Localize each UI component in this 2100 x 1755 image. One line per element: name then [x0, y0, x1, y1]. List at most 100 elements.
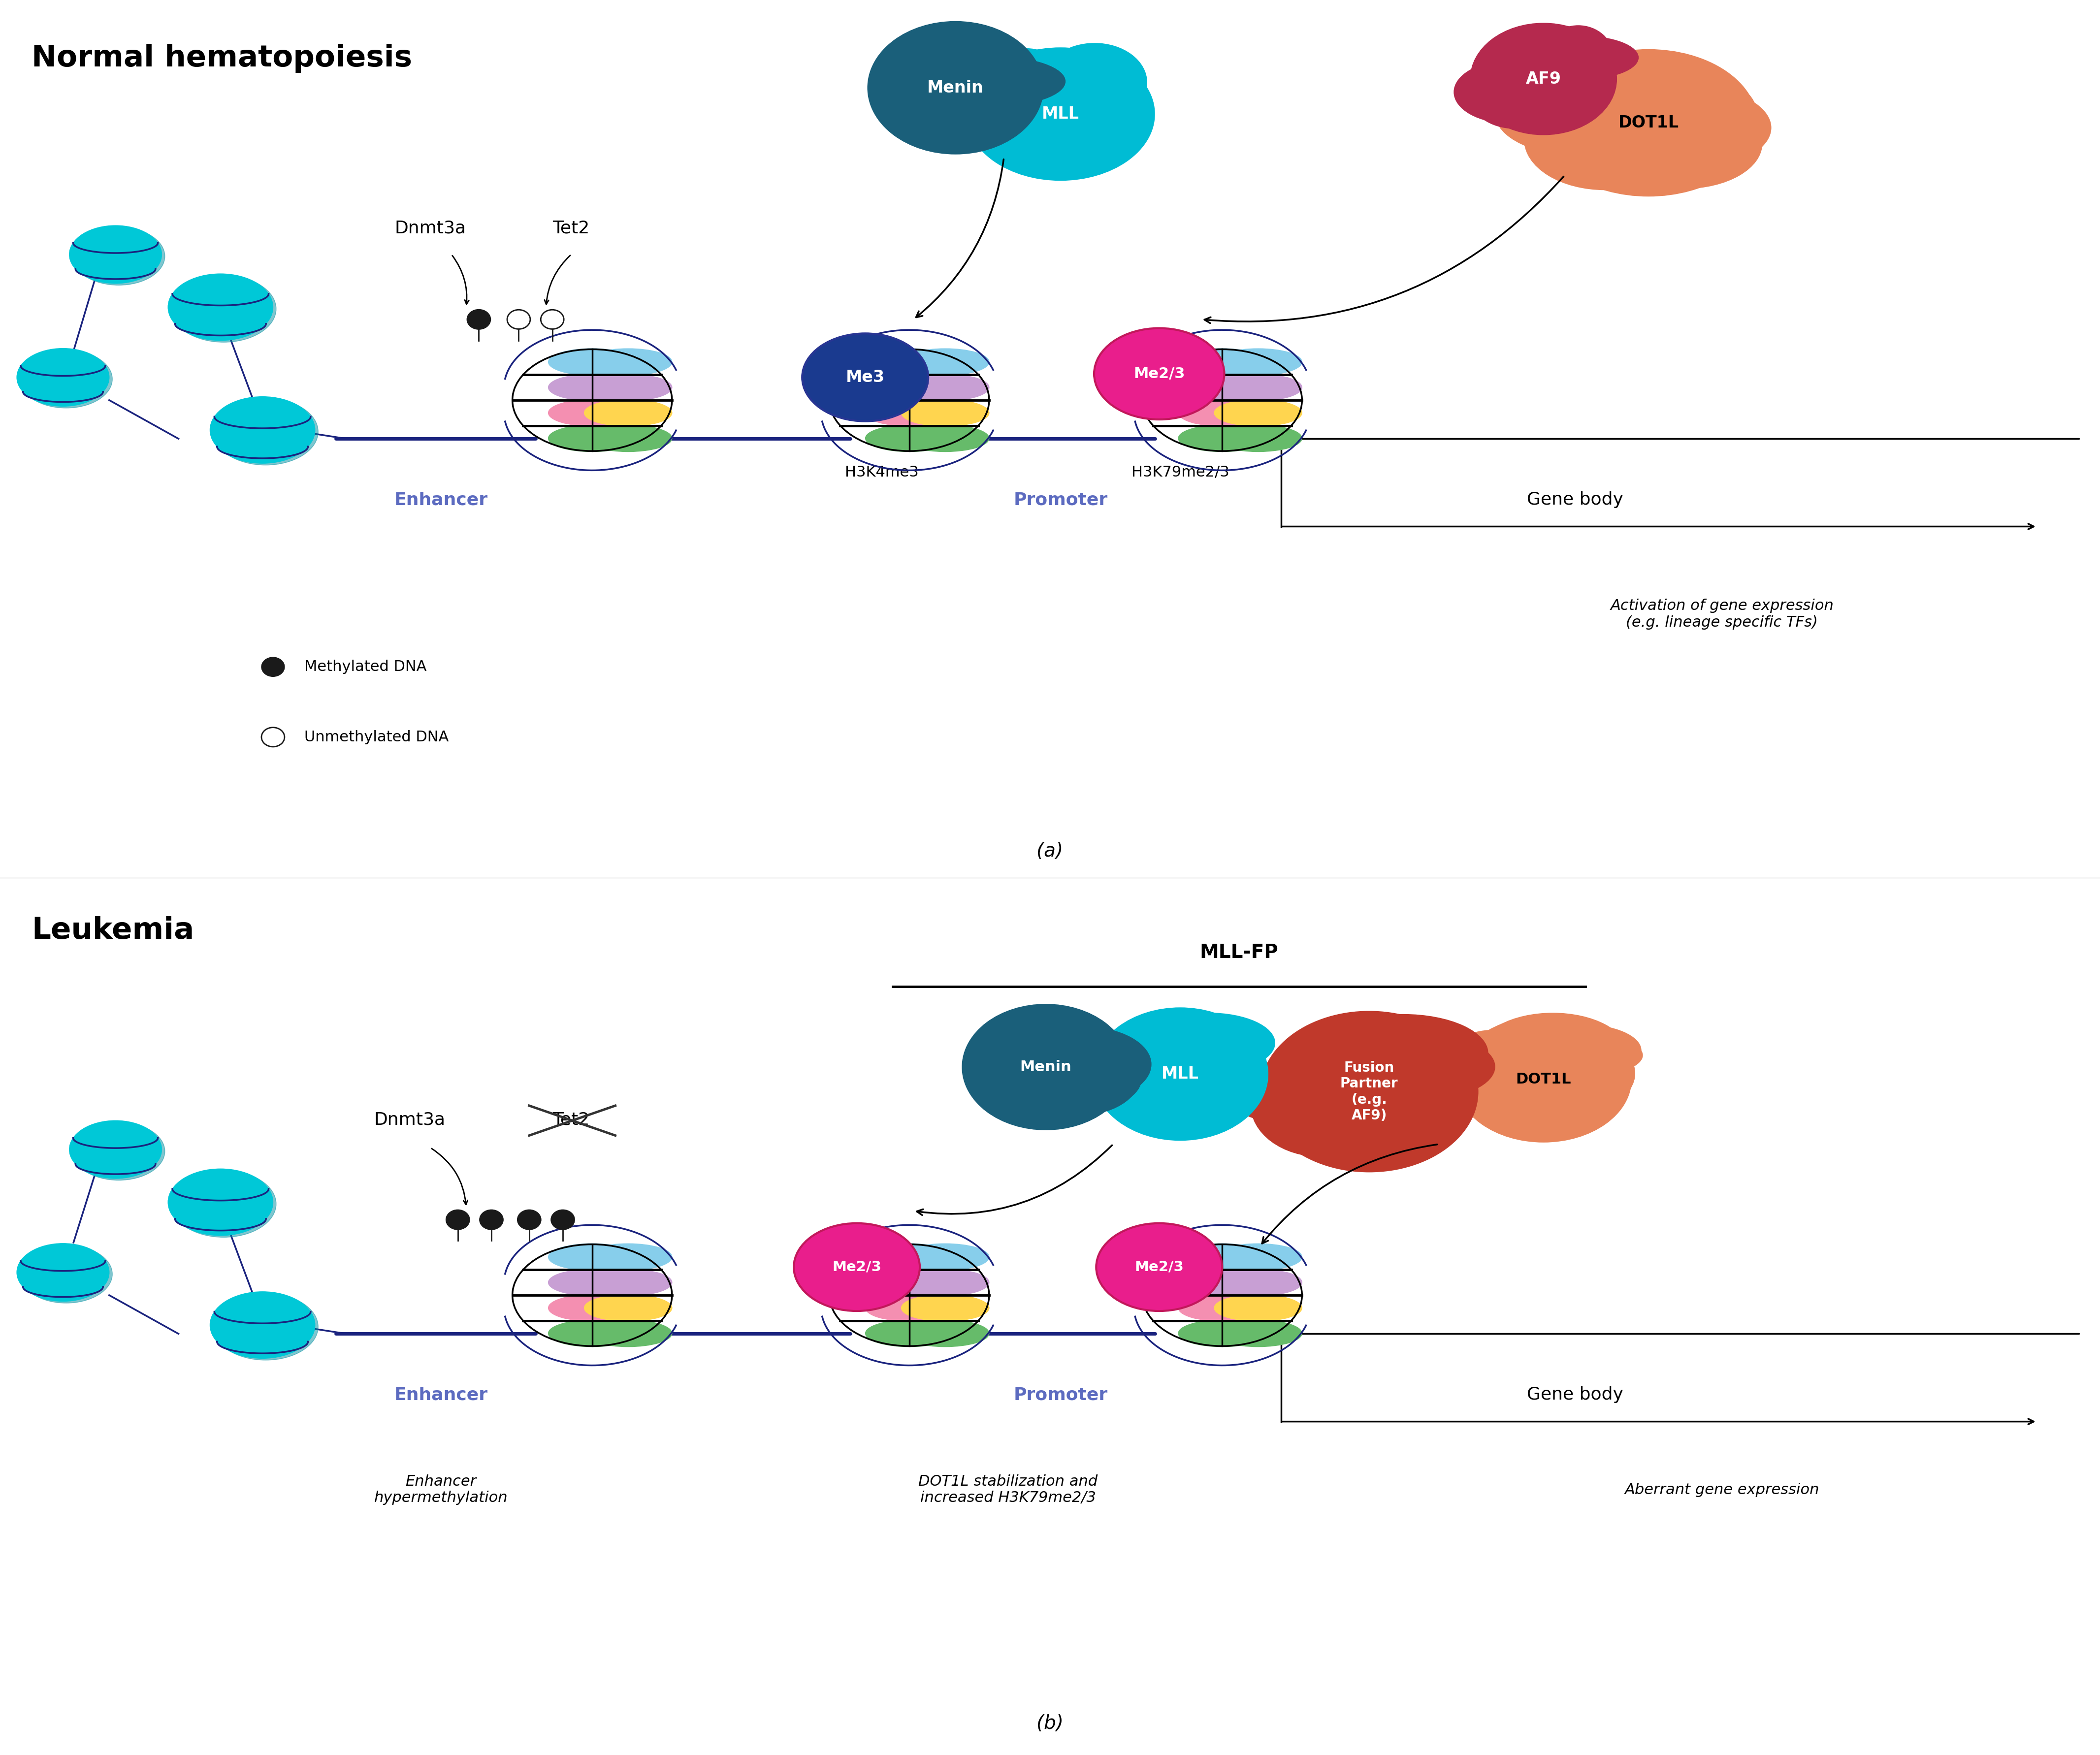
Ellipse shape: [1042, 42, 1147, 121]
Ellipse shape: [1520, 1025, 1642, 1076]
Ellipse shape: [1014, 65, 1090, 126]
Ellipse shape: [21, 349, 113, 409]
Ellipse shape: [21, 1246, 113, 1302]
Ellipse shape: [1457, 1032, 1550, 1088]
Ellipse shape: [548, 1244, 636, 1271]
Ellipse shape: [901, 400, 989, 426]
Ellipse shape: [17, 347, 109, 407]
Ellipse shape: [548, 374, 636, 400]
Circle shape: [517, 1211, 542, 1228]
Ellipse shape: [210, 1292, 315, 1358]
Ellipse shape: [1157, 1020, 1260, 1095]
Ellipse shape: [874, 39, 960, 123]
Ellipse shape: [981, 54, 1065, 121]
Ellipse shape: [1006, 75, 1096, 132]
Text: (a): (a): [1037, 842, 1063, 860]
Ellipse shape: [1281, 1057, 1405, 1139]
Ellipse shape: [1060, 61, 1144, 111]
Ellipse shape: [1583, 84, 1770, 172]
Ellipse shape: [1178, 1269, 1266, 1295]
Ellipse shape: [1025, 1023, 1092, 1107]
Ellipse shape: [865, 1269, 953, 1295]
Text: MLL: MLL: [1161, 1065, 1199, 1083]
Ellipse shape: [584, 400, 672, 426]
Text: Enhancer: Enhancer: [395, 1386, 487, 1404]
Ellipse shape: [1040, 1049, 1142, 1109]
Text: Tet2: Tet2: [552, 219, 590, 237]
Ellipse shape: [1564, 81, 1718, 158]
Text: Activation of gene expression
(e.g. lineage specific TFs): Activation of gene expression (e.g. line…: [1611, 598, 1833, 630]
Circle shape: [262, 656, 286, 676]
Ellipse shape: [1214, 425, 1302, 451]
Text: Gene body: Gene body: [1527, 1386, 1623, 1404]
Ellipse shape: [74, 1123, 164, 1179]
Ellipse shape: [584, 1244, 672, 1271]
Ellipse shape: [802, 333, 928, 421]
Text: DOT1L stabilization and
increased H3K79me2/3: DOT1L stabilization and increased H3K79m…: [918, 1474, 1098, 1506]
Ellipse shape: [170, 276, 277, 342]
Ellipse shape: [1653, 93, 1751, 160]
Ellipse shape: [901, 79, 1010, 130]
Text: Me3: Me3: [846, 369, 884, 386]
Text: (b): (b): [1037, 1715, 1063, 1732]
Ellipse shape: [74, 226, 164, 284]
Ellipse shape: [69, 225, 162, 283]
Ellipse shape: [794, 1223, 920, 1311]
Text: Normal hematopoiesis: Normal hematopoiesis: [31, 44, 412, 74]
Ellipse shape: [865, 1295, 953, 1322]
Ellipse shape: [1027, 1027, 1142, 1114]
Ellipse shape: [1270, 1065, 1390, 1160]
Ellipse shape: [1094, 328, 1224, 419]
Text: Gene body: Gene body: [1527, 491, 1623, 509]
Ellipse shape: [903, 53, 991, 128]
Text: Leukemia: Leukemia: [31, 916, 193, 946]
Ellipse shape: [1214, 1269, 1302, 1295]
Ellipse shape: [584, 1320, 672, 1346]
Ellipse shape: [584, 425, 672, 451]
Text: Aberrant gene expression: Aberrant gene expression: [1625, 1483, 1819, 1497]
Ellipse shape: [966, 47, 1155, 181]
Circle shape: [262, 727, 286, 748]
Ellipse shape: [901, 349, 989, 376]
Text: Fusion
Partner
(e.g.
AF9): Fusion Partner (e.g. AF9): [1340, 1060, 1399, 1123]
Ellipse shape: [987, 47, 1067, 126]
Ellipse shape: [1453, 61, 1564, 123]
Circle shape: [508, 309, 531, 330]
Ellipse shape: [1178, 1295, 1266, 1322]
Ellipse shape: [1214, 374, 1302, 400]
Ellipse shape: [1170, 1030, 1258, 1078]
Ellipse shape: [168, 1169, 273, 1236]
Ellipse shape: [983, 1009, 1113, 1067]
Text: Dnmt3a: Dnmt3a: [395, 219, 466, 237]
Ellipse shape: [1459, 68, 1541, 114]
Ellipse shape: [1178, 374, 1266, 400]
Ellipse shape: [1527, 35, 1638, 79]
Ellipse shape: [584, 349, 672, 376]
Text: Dnmt3a: Dnmt3a: [374, 1111, 445, 1128]
Ellipse shape: [869, 61, 983, 118]
Ellipse shape: [1096, 1223, 1222, 1311]
Ellipse shape: [1035, 1055, 1126, 1111]
Ellipse shape: [548, 1295, 636, 1322]
Ellipse shape: [1296, 1025, 1392, 1130]
Ellipse shape: [1455, 1016, 1632, 1143]
Circle shape: [479, 1211, 504, 1228]
Text: Unmethylated DNA: Unmethylated DNA: [304, 730, 449, 744]
Ellipse shape: [1544, 25, 1613, 90]
Ellipse shape: [1298, 1018, 1415, 1121]
Ellipse shape: [1606, 98, 1762, 190]
Text: Menin: Menin: [1021, 1060, 1071, 1074]
Text: Tet2: Tet2: [552, 1111, 590, 1128]
Text: H3K79me2/3: H3K79me2/3: [1132, 465, 1228, 479]
Ellipse shape: [865, 374, 953, 400]
Ellipse shape: [1468, 61, 1562, 128]
Ellipse shape: [1142, 1013, 1275, 1074]
Ellipse shape: [865, 1320, 953, 1346]
Ellipse shape: [1178, 1244, 1266, 1271]
Ellipse shape: [865, 400, 953, 426]
Ellipse shape: [1178, 400, 1266, 426]
Ellipse shape: [976, 1020, 1058, 1083]
Text: Promoter: Promoter: [1014, 1386, 1107, 1404]
Ellipse shape: [1092, 1007, 1268, 1141]
Ellipse shape: [901, 1320, 989, 1346]
